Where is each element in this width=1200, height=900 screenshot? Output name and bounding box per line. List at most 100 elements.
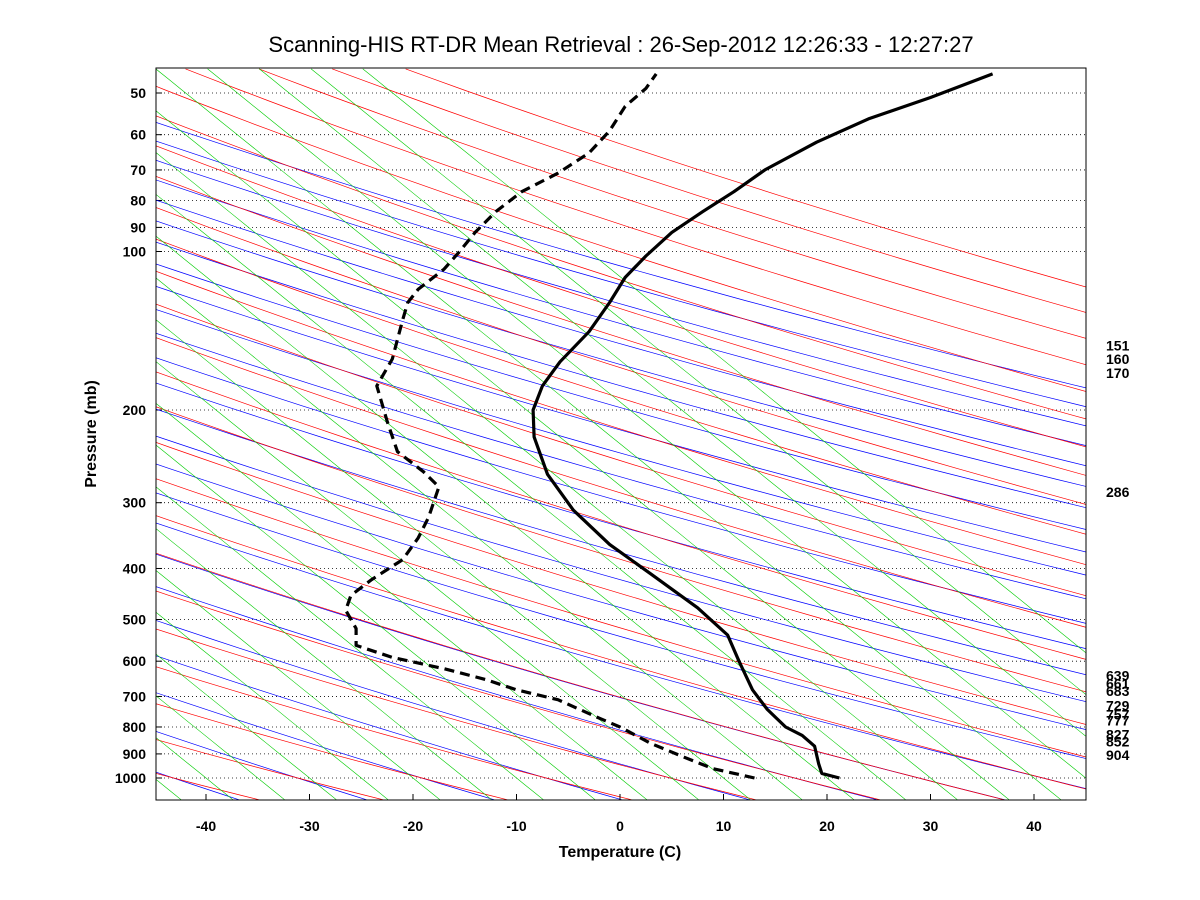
- y-axis-label: Pressure (mb): [83, 380, 100, 488]
- dry-adiabat: [156, 655, 623, 800]
- moist-adiabat: [156, 628, 756, 800]
- x-tick-label: -40: [196, 818, 216, 834]
- mixing-ratio-line: [156, 528, 492, 800]
- y-tick-label: 600: [123, 653, 147, 669]
- profile-series: [344, 72, 994, 780]
- moist-adiabat: [156, 371, 1086, 660]
- level-label: 639: [1106, 668, 1130, 684]
- y-tick-labels: 50 60 70 80 90 100 200 300 400 500 600 700 800 900 100…: [115, 85, 146, 786]
- y-tick-label: 100: [123, 243, 147, 259]
- mixing-ratio-line: [156, 361, 699, 800]
- x-tick-label: 0: [616, 818, 624, 834]
- x-tick-label: 20: [819, 818, 835, 834]
- moist-adiabat: [156, 337, 1086, 628]
- level-label: 151: [1106, 338, 1130, 354]
- moist-adiabat: [156, 515, 1086, 790]
- mixing-ratio-line: [156, 110, 1010, 800]
- moist-adiabat: [156, 406, 1086, 693]
- y-tick-label: 700: [123, 688, 147, 704]
- thermo-background-lines: [0, 68, 1086, 800]
- dry-adiabat: [156, 285, 1086, 553]
- y-tick-label: 400: [123, 560, 147, 576]
- dry-adiabat: [156, 771, 240, 800]
- x-tick-label: -30: [299, 818, 319, 834]
- moist-adiabat: [156, 303, 1086, 597]
- level-label: 160: [1106, 351, 1130, 367]
- mixing-ratio-line: [156, 737, 234, 800]
- temperature-profile-line: [531, 72, 994, 780]
- mixing-ratio-line: [0, 69, 130, 800]
- dewpoint-profile-line: [344, 72, 755, 780]
- y-tick-label: 60: [130, 127, 146, 143]
- dry-adiabat: [156, 122, 1086, 389]
- dry-adiabat: [156, 408, 1086, 676]
- moist-adiabat: [185, 68, 1086, 366]
- dry-adiabat: [156, 586, 878, 800]
- mixing-ratio-line: [156, 570, 441, 800]
- moist-adiabat: [156, 85, 1086, 392]
- dry-adiabat: [156, 692, 495, 800]
- chart-title: Scanning-HIS RT-DR Mean Retrieval : 26-S…: [268, 32, 973, 57]
- x-tick-label: 30: [923, 818, 939, 834]
- mixing-ratio-line: [156, 319, 751, 800]
- dry-adiabat: [156, 140, 1086, 408]
- moist-adiabat: [156, 703, 508, 800]
- moist-adiabat: [405, 68, 1086, 288]
- moist-adiabat: [156, 270, 1086, 566]
- dry-adiabat: [156, 382, 1086, 650]
- x-tick-label: -20: [403, 818, 423, 834]
- mixing-ratio-line: [0, 69, 26, 800]
- dry-adiabat: [156, 522, 1086, 789]
- moist-adiabat: [156, 175, 1086, 476]
- dry-adiabat: [156, 553, 1005, 800]
- moist-adiabat: [156, 115, 1086, 420]
- dry-adiabat: [156, 463, 1086, 730]
- dry-adiabat: [156, 220, 1086, 487]
- x-tick-label: 10: [716, 818, 732, 834]
- x-axis-label: Temperature (C): [559, 844, 681, 861]
- level-label: 729: [1106, 698, 1130, 714]
- mixing-ratio-line: [207, 68, 1086, 779]
- moist-adiabat: [156, 238, 1086, 535]
- level-label: 170: [1106, 365, 1130, 381]
- plot-frame: [155, 67, 1087, 801]
- dry-adiabat: [156, 357, 1086, 624]
- level-label: 683: [1106, 683, 1130, 699]
- y-tick-label: 90: [130, 219, 146, 235]
- y-tick-label: 1000: [115, 770, 146, 786]
- dry-adiabat: [156, 159, 1086, 427]
- x-tick-labels: -40 -30 -20 -10 0 10 20 30 40: [196, 794, 1042, 834]
- mixing-ratio-line: [362, 68, 1086, 654]
- level-label: 852: [1106, 733, 1130, 749]
- dry-adiabat: [156, 332, 1086, 600]
- y-tick-label: 900: [123, 746, 147, 762]
- mixing-ratio-line: [0, 69, 78, 800]
- mixing-ratio-line: [156, 194, 906, 800]
- moist-adiabat: [156, 478, 1086, 758]
- y-tick-label: 500: [123, 612, 147, 628]
- level-label: 777: [1106, 712, 1130, 728]
- mixing-ratio-line: [156, 235, 855, 800]
- mixing-ratio-line: [310, 68, 1086, 696]
- dry-adiabat: [156, 179, 1086, 446]
- dry-adiabat: [156, 263, 1086, 530]
- y-tick-label: 80: [130, 192, 146, 208]
- y-tick-label: 200: [123, 402, 147, 418]
- moist-adiabat: [156, 739, 384, 800]
- moist-adiabat: [258, 68, 1086, 339]
- mixing-ratio-line: [156, 402, 648, 800]
- pressure-gridlines: [156, 92, 1086, 779]
- level-label: 827: [1106, 727, 1130, 743]
- mixing-ratio-line: [156, 611, 389, 800]
- y-tick-label: 300: [123, 495, 147, 511]
- level-label: 661: [1106, 675, 1130, 691]
- y-tick-label: 50: [130, 85, 146, 101]
- dry-adiabat: [156, 492, 1086, 759]
- moist-adiabat: [156, 552, 1005, 800]
- dry-adiabat: [156, 620, 750, 800]
- dry-adiabat: [156, 435, 1086, 703]
- y-tick-label: 70: [130, 162, 146, 178]
- mixing-ratio-line: [156, 68, 1062, 800]
